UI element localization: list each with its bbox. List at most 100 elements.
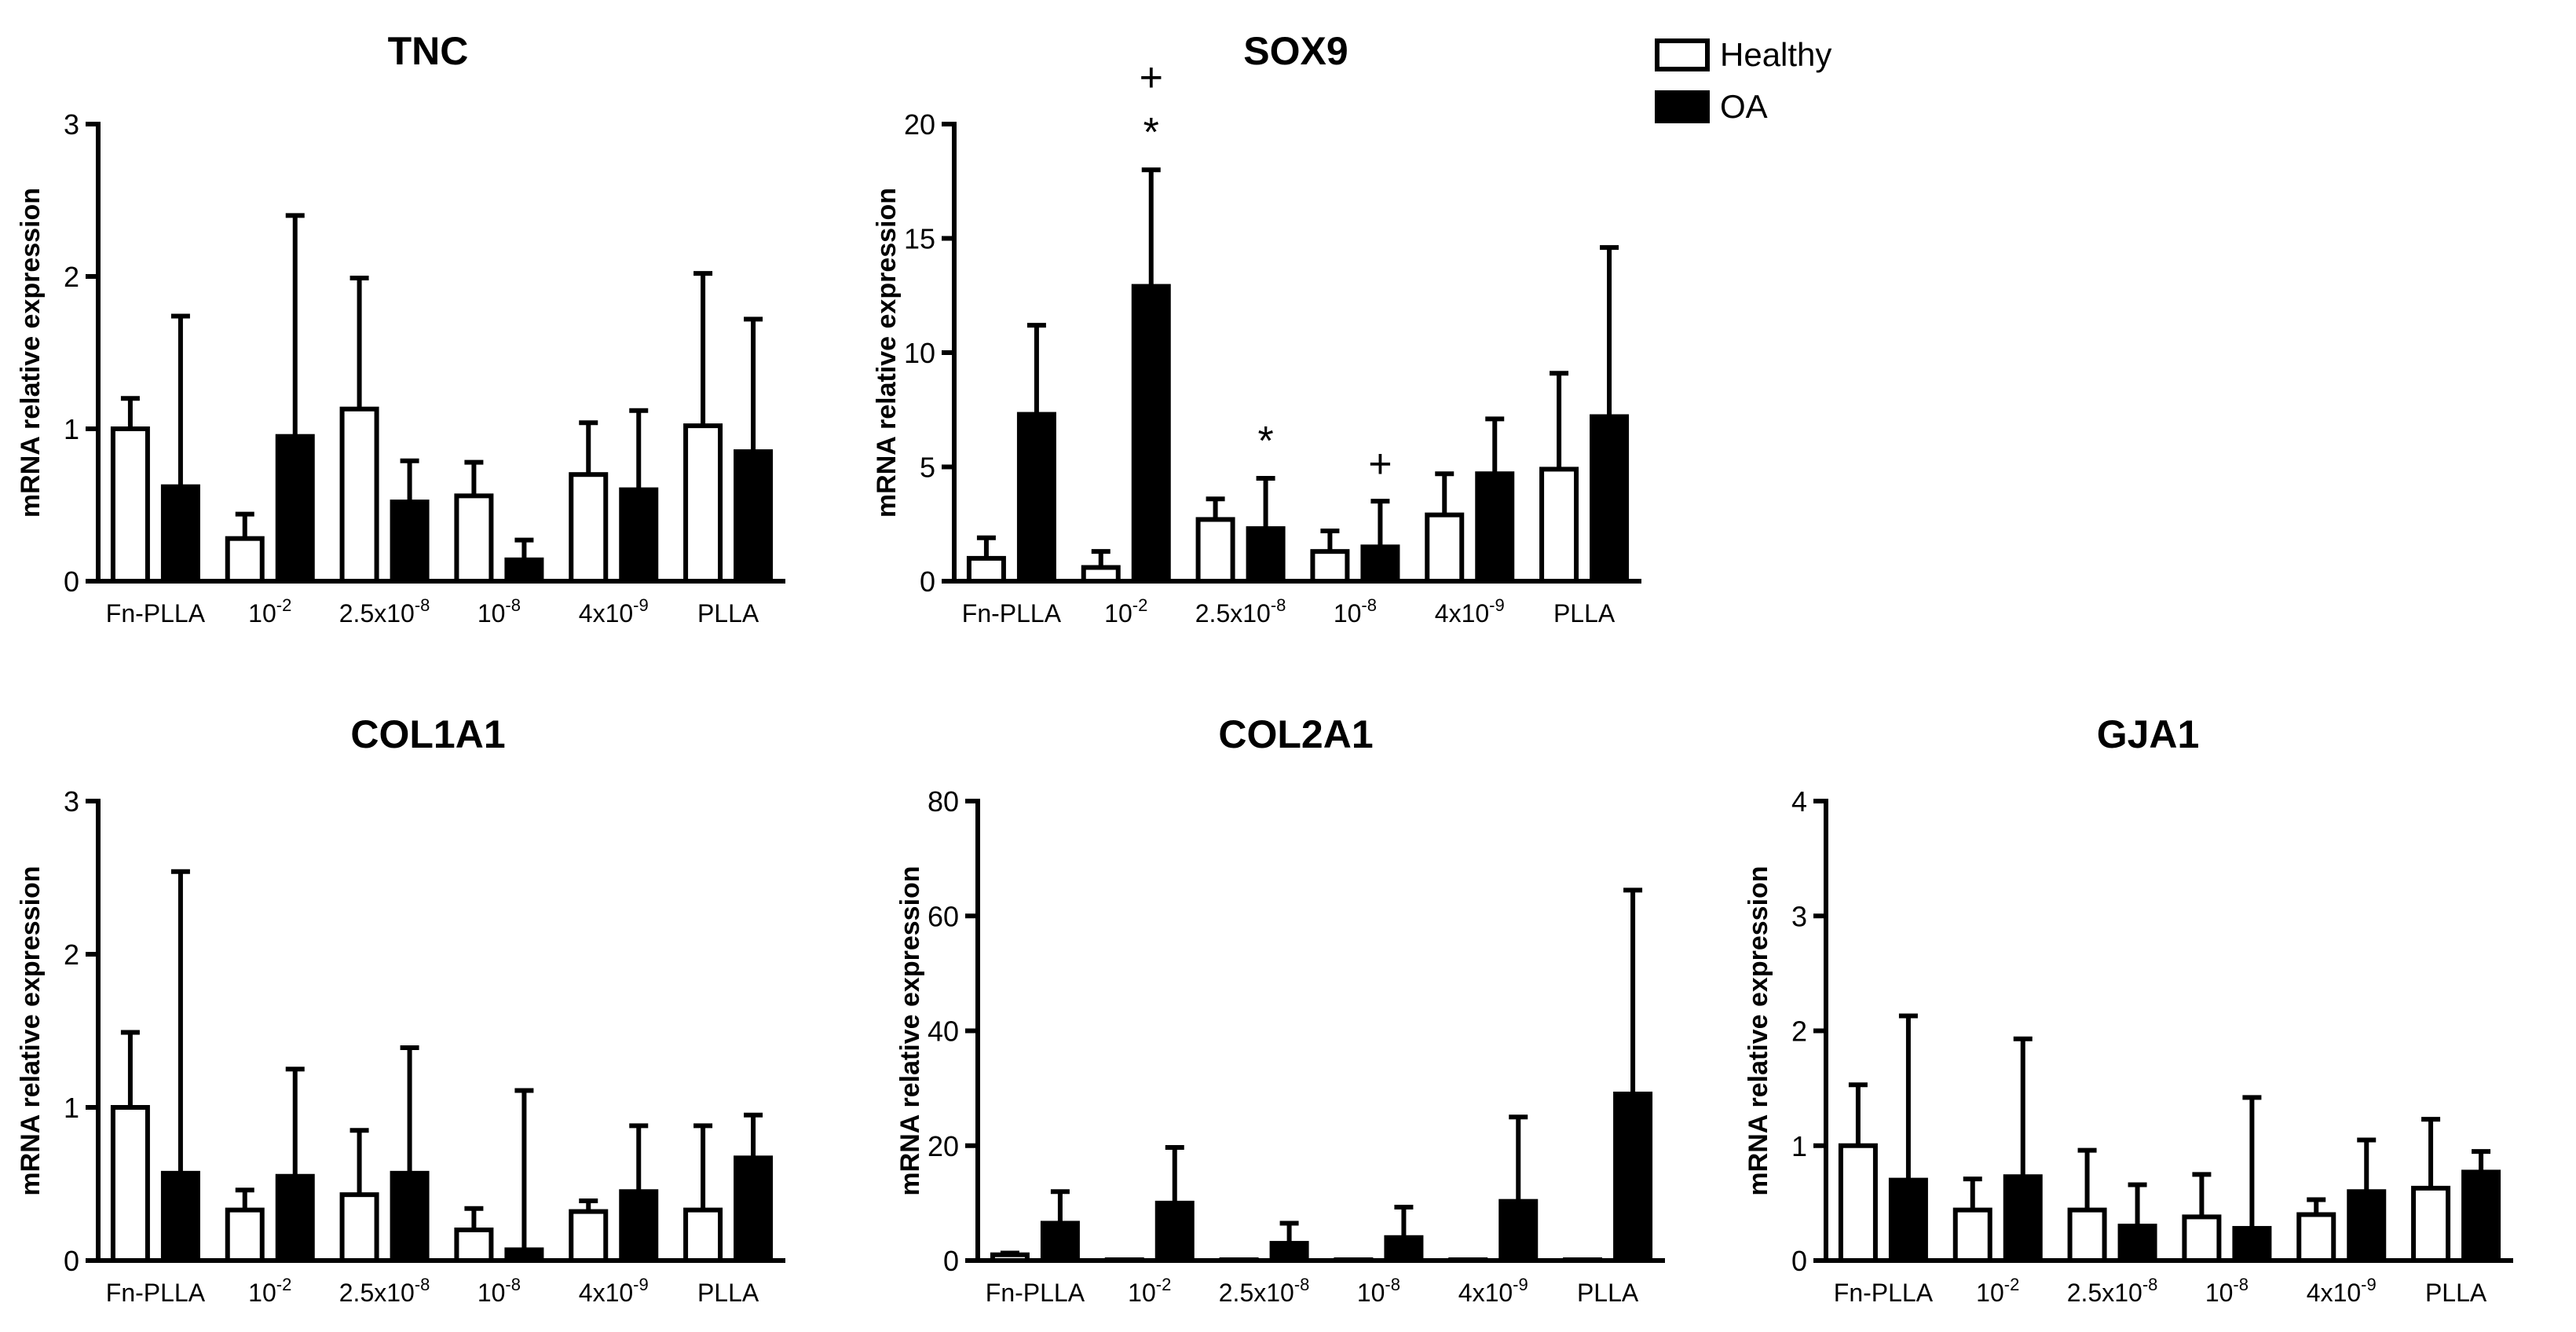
bar-oa: [734, 449, 774, 584]
y-axis-label: mRNA relative expression: [16, 865, 46, 1195]
y-tick-label: 2: [64, 261, 79, 293]
y-tick-label: 0: [64, 565, 79, 598]
x-tick-label: Fn-PLLA: [106, 599, 206, 628]
x-tick-label: Fn-PLLA: [962, 599, 1062, 628]
x-tick-label: 10-8: [478, 595, 521, 628]
bar-oa: [1888, 1177, 1928, 1263]
y-tick-label: 10: [904, 337, 935, 369]
x-tick-label: 2.5x10-8: [339, 595, 430, 628]
bar-healthy: [225, 536, 265, 584]
x-tick-label: 2.5x10-8: [339, 1275, 430, 1307]
x-tick-label: 4x10-9: [2307, 1275, 2377, 1307]
bar-healthy: [2296, 1212, 2336, 1263]
x-tick-label: PLLA: [1577, 1279, 1639, 1307]
bar-oa: [275, 434, 315, 584]
x-tick-label: Fn-PLLA: [1834, 1279, 1934, 1307]
bar-oa: [2003, 1174, 2043, 1264]
y-tick-label: 2: [1791, 1015, 1807, 1048]
y-tick-label: 1: [64, 1092, 79, 1124]
legend-healthy-swatch: [1655, 38, 1710, 71]
bar-oa: [390, 500, 430, 584]
bar-oa: [1246, 526, 1286, 584]
x-tick-label: 10-2: [248, 595, 291, 628]
y-axis-label: mRNA relative expression: [872, 188, 902, 518]
bar-oa: [1154, 1200, 1195, 1263]
bar-oa: [504, 1247, 544, 1263]
bar-oa: [1475, 471, 1515, 584]
y-tick-label: 3: [64, 785, 79, 818]
bar-oa: [275, 1173, 315, 1263]
bar-healthy: [1448, 1257, 1488, 1263]
bar-healthy: [339, 406, 379, 584]
bar-healthy: [454, 493, 494, 584]
bar-oa: [1498, 1198, 1539, 1264]
x-tick-label: 10-2: [1128, 1275, 1171, 1307]
bar-oa: [160, 484, 200, 584]
x-tick-label: PLLA: [697, 1279, 759, 1307]
x-tick-label: PLLA: [2425, 1279, 2487, 1307]
chart-col2a1: COL2A1 mRNA relative expression 0 20 40 60 80 F…: [895, 712, 1665, 1307]
bar-healthy: [990, 1252, 1030, 1263]
bar-oa: [619, 1189, 659, 1263]
y-axis-label: mRNA relative expression: [1744, 865, 1773, 1195]
bar-healthy: [2182, 1214, 2222, 1264]
x-tick-label: 10-2: [1976, 1275, 2019, 1307]
y-tick-label: 3: [1791, 900, 1807, 932]
legend-healthy-label: Healthy: [1720, 36, 1831, 73]
bar-healthy: [683, 423, 723, 584]
bar-oa: [1590, 414, 1630, 584]
chart-title: SOX9: [1243, 29, 1348, 73]
bar-healthy: [110, 426, 150, 584]
bar-healthy: [2067, 1207, 2107, 1264]
bar-oa: [2117, 1224, 2157, 1263]
y-axis-label: mRNA relative expression: [16, 188, 46, 518]
legend-oa-label: OA: [1720, 88, 1768, 125]
x-tick-label: 4x10-9: [579, 1275, 649, 1307]
bar-healthy: [683, 1207, 723, 1264]
x-tick-label: 4x10-9: [1435, 595, 1505, 628]
bar-oa: [2347, 1189, 2387, 1263]
y-tick-label: 0: [920, 565, 935, 598]
bar-oa: [160, 1170, 200, 1263]
x-tick-label: PLLA: [697, 599, 759, 628]
y-tick-label: 5: [920, 452, 935, 484]
y-tick-label: 20: [928, 1130, 959, 1162]
y-axis-label: mRNA relative expression: [895, 865, 925, 1195]
bar-healthy: [454, 1228, 494, 1263]
bar-healthy: [1838, 1143, 1878, 1263]
bar-oa: [1131, 284, 1171, 584]
bar-healthy: [1081, 565, 1121, 584]
bar-healthy: [1195, 517, 1235, 584]
bar-oa: [619, 487, 659, 584]
chart-title: COL1A1: [350, 712, 505, 756]
bar-healthy: [569, 472, 609, 584]
x-tick-label: 10-8: [1334, 595, 1377, 628]
x-tick-label: 2.5x10-8: [1195, 595, 1286, 628]
y-tick-label: 3: [64, 108, 79, 141]
x-tick-label: Fn-PLLA: [986, 1279, 1085, 1307]
y-tick-label: 2: [64, 939, 79, 971]
bar-healthy: [1425, 512, 1465, 584]
bar-oa: [734, 1155, 774, 1263]
x-tick-label: 2.5x10-8: [1219, 1275, 1310, 1307]
bar-healthy: [1539, 467, 1579, 584]
chart-title: COL2A1: [1218, 712, 1373, 756]
bar-healthy: [1334, 1257, 1374, 1263]
chart-tnc: TNC mRNA relative expression 0 1 2 3 Fn-PLLA 10…: [16, 29, 785, 628]
x-tick-label: PLLA: [1553, 599, 1615, 628]
chart-col1a1: COL1A1 mRNA relative expression 0 1 2 3 Fn-PLL…: [16, 712, 785, 1307]
y-tick-label: 60: [928, 900, 959, 932]
bar-oa: [2461, 1169, 2501, 1263]
chart-gja1: GJA1 mRNA relative expression 0 1 2 3 4 Fn-PLLA…: [1744, 712, 2513, 1307]
significance-marker: *: [1143, 110, 1159, 156]
x-tick-label: 2.5x10-8: [2067, 1275, 2158, 1307]
bar-healthy: [1104, 1257, 1144, 1263]
legend-oa-swatch: [1655, 90, 1710, 123]
bar-healthy: [2411, 1185, 2451, 1264]
significance-marker: *: [1257, 419, 1273, 464]
x-tick-label: 10-8: [478, 1275, 521, 1307]
y-tick-label: 0: [64, 1245, 79, 1277]
x-tick-label: 10-8: [1357, 1275, 1400, 1307]
legend: Healthy OA: [1655, 36, 1831, 125]
